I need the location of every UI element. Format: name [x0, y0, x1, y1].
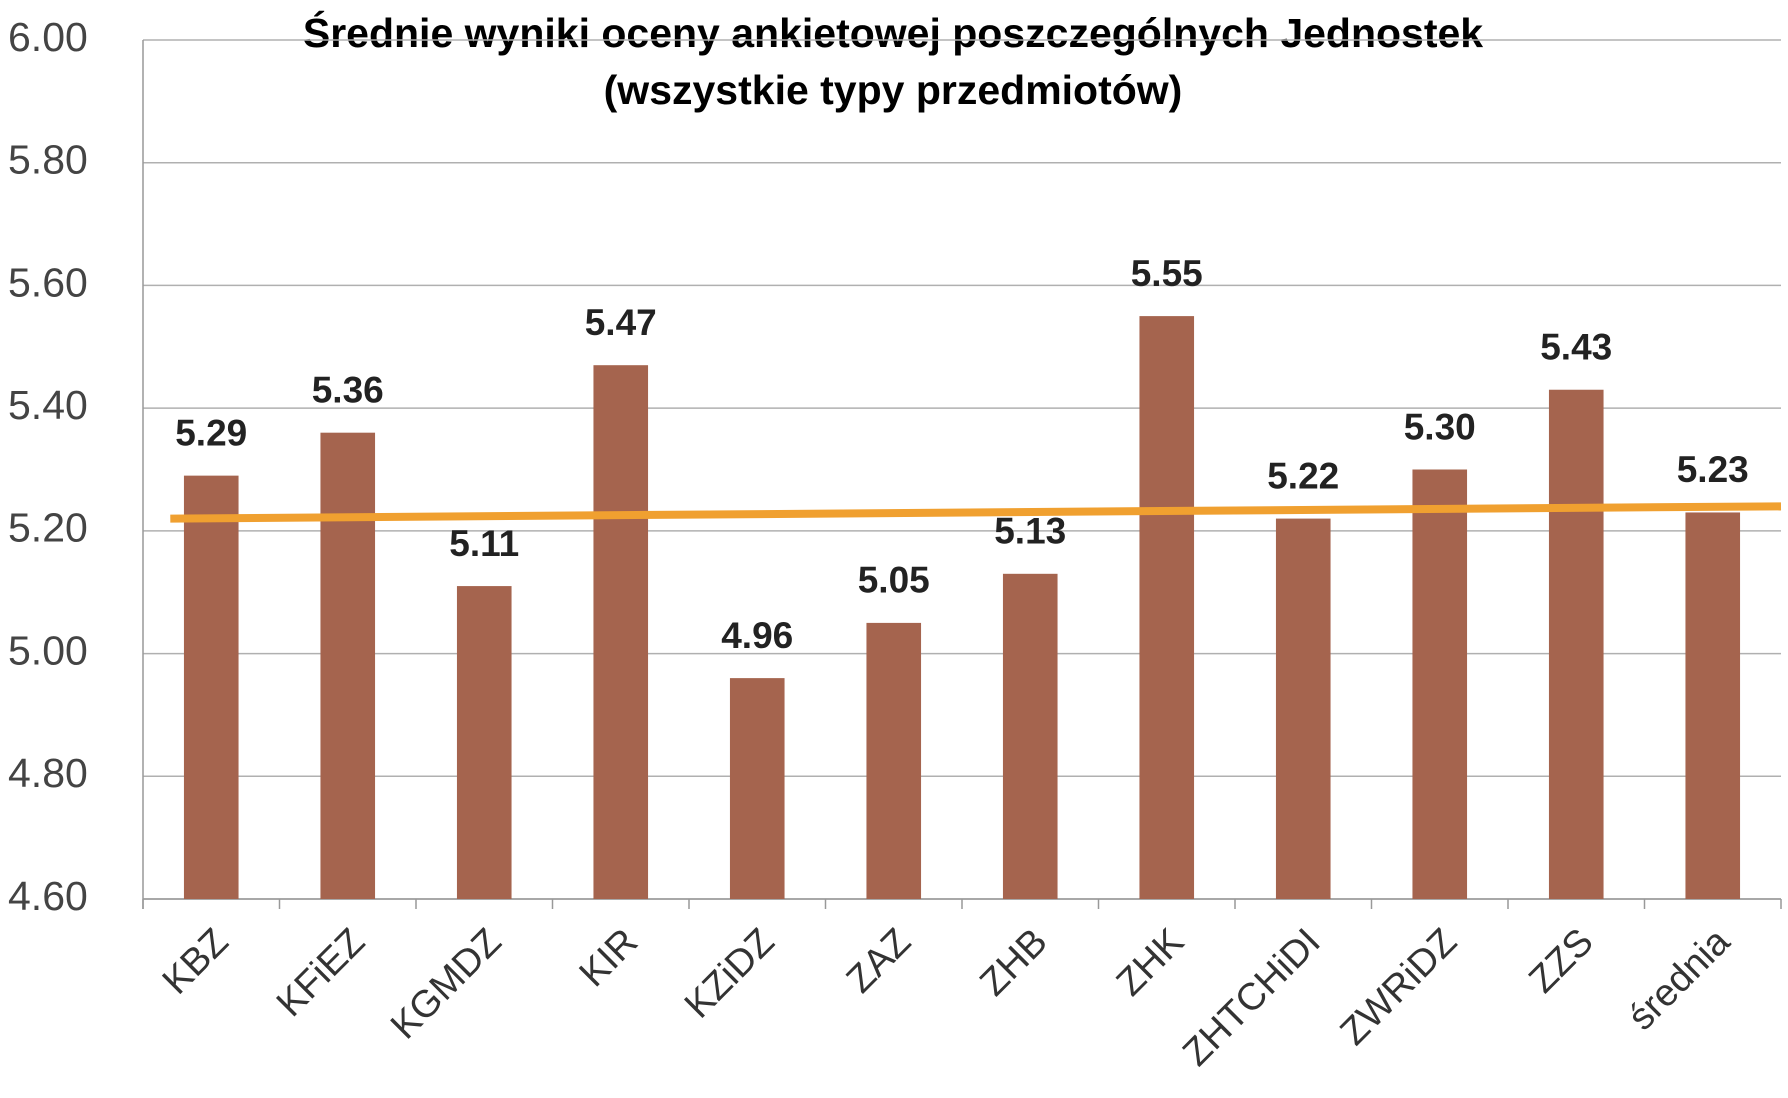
value-label: 5.55: [1131, 253, 1203, 294]
value-label: 4.96: [721, 615, 793, 656]
y-tick-label: 5.40: [8, 382, 88, 428]
value-label: 5.13: [994, 511, 1066, 552]
y-tick-label: 5.00: [8, 627, 88, 673]
x-tick-label: ZHB: [972, 921, 1055, 1004]
trend-line: [170, 502, 1782, 523]
chart-title: Średnie wyniki oceny ankietowej poszczeg…: [303, 10, 1483, 56]
x-tick-label: ZWRiDZ: [1333, 921, 1466, 1054]
bar: [183, 475, 239, 899]
bar: [456, 586, 512, 899]
chart-title: (wszystkie typy przedmiotów): [604, 67, 1183, 113]
x-tick-label: ZHK: [1109, 921, 1192, 1004]
bar: [729, 678, 785, 899]
x-tick-label: średnia: [1620, 920, 1738, 1038]
bar: [1548, 389, 1604, 899]
value-label: 5.22: [1267, 455, 1339, 496]
bar: [1275, 518, 1331, 899]
bar: [320, 432, 376, 899]
bar: [1139, 316, 1195, 899]
x-tick-label: KGMDZ: [383, 921, 510, 1048]
x-tick-label: KIR: [572, 921, 647, 996]
y-tick-label: 6.00: [8, 14, 88, 60]
bar: [593, 365, 649, 899]
y-tick-label: 5.60: [8, 259, 88, 305]
y-tick-label: 4.80: [8, 750, 88, 796]
x-tick-label: ZAZ: [839, 921, 919, 1001]
bar: [866, 622, 922, 899]
value-label: 5.47: [585, 302, 657, 343]
value-label: 5.36: [312, 369, 384, 410]
x-tick-label: KZiDZ: [677, 921, 783, 1027]
y-tick-label: 4.60: [8, 873, 88, 919]
value-label: 5.29: [175, 412, 247, 453]
value-label: 5.05: [858, 560, 930, 601]
x-tick-label: ZZS: [1521, 921, 1601, 1001]
bar: [1002, 573, 1058, 899]
x-tick-label: KFiEZ: [269, 921, 373, 1025]
bar: [1685, 512, 1741, 899]
value-label: 5.30: [1404, 406, 1476, 447]
value-label: 5.23: [1677, 449, 1749, 490]
value-label: 5.11: [449, 523, 519, 564]
x-tick-label: KBZ: [155, 921, 237, 1003]
value-label: 5.43: [1540, 327, 1612, 368]
y-tick-label: 5.20: [8, 505, 88, 551]
y-tick-label: 5.80: [8, 137, 88, 183]
x-tick-label: ZHTCHiDI: [1175, 921, 1329, 1075]
bar: [1412, 469, 1468, 899]
